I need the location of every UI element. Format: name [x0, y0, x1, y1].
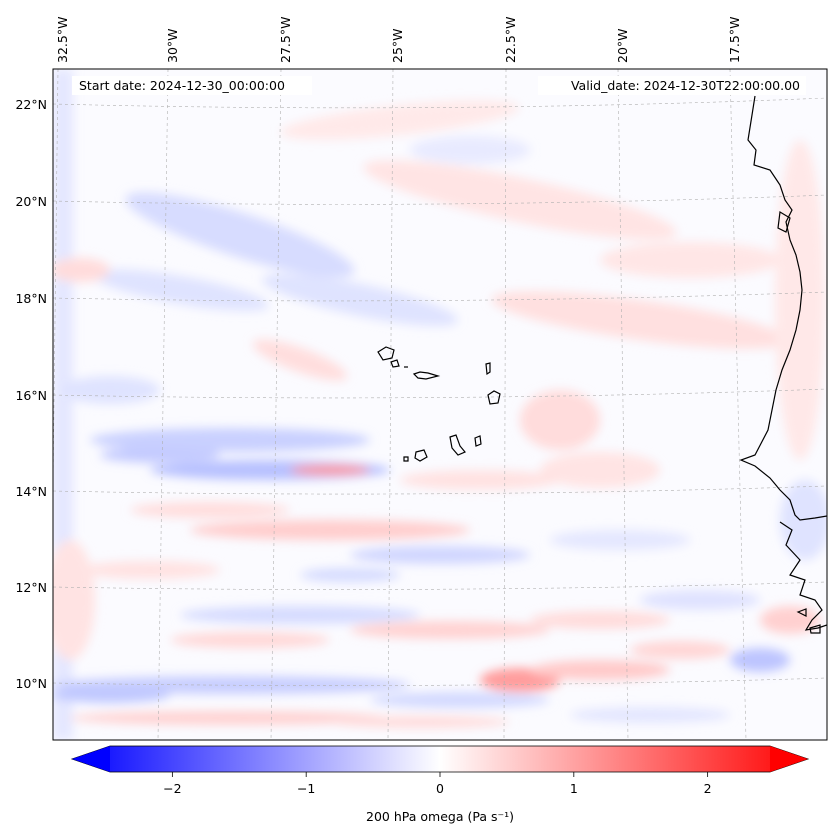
lon-label: 22.5°W	[503, 17, 518, 63]
island-maio	[474, 435, 482, 447]
island-fogo	[414, 449, 428, 462]
colorbar-extend-low	[72, 746, 110, 772]
colorbar-tick-label: 1	[570, 781, 578, 796]
africa-coast-south	[779, 521, 827, 631]
colorbar-extend-high	[770, 746, 808, 772]
lat-label: 20°N	[15, 194, 47, 209]
colorbar: −2 −1 0 1 2 200 hPa omega (Pa s⁻¹)	[70, 745, 810, 824]
lat-label: 12°N	[15, 580, 47, 595]
lon-label: 17.5°W	[727, 17, 742, 63]
valid-date-box	[538, 76, 806, 95]
island-brava	[403, 456, 409, 462]
map-panel: Start date: 2024-12-30_00:00:00 Valid_da…	[52, 68, 828, 741]
start-date-label: Start date: 2024-12-30_00:00:00	[79, 78, 285, 93]
lon-label: 25°W	[390, 28, 405, 63]
longitude-labels: 32.5°W 30°W 27.5°W 25°W 22.5°W 20°W 17.5…	[55, 17, 742, 63]
africa-coast	[739, 95, 827, 521]
map-frame	[52, 68, 828, 741]
bay-inlet	[777, 211, 791, 233]
island-santiago	[449, 434, 466, 456]
lat-label: 22°N	[15, 97, 47, 112]
lat-label: 16°N	[15, 388, 47, 403]
lon-label: 30°W	[165, 28, 180, 63]
latitude-labels: 22°N 20°N 18°N 16°N 14°N 12°N 10°N	[15, 97, 47, 691]
lon-label: 20°W	[615, 28, 630, 63]
colorbar-tick-label: 0	[436, 781, 444, 796]
bissagos-islands	[796, 608, 821, 634]
omega-field	[53, 69, 827, 740]
colorbar-tick-label: 2	[704, 781, 712, 796]
island-sal	[485, 362, 491, 376]
island-sao-nicolau	[412, 371, 441, 380]
island-santo-antao	[377, 346, 395, 361]
colorbar-label: 200 hPa omega (Pa s⁻¹)	[366, 809, 514, 824]
colorbar-body	[70, 745, 810, 773]
lon-label: 32.5°W	[55, 17, 70, 63]
island-sao-vicente	[390, 359, 400, 368]
island-boa-vista	[487, 390, 501, 405]
lat-label: 18°N	[15, 291, 47, 306]
lon-label: 27.5°W	[278, 17, 293, 63]
valid-date-label: Valid_date: 2024-12-30T22:00:00.00	[571, 78, 800, 93]
lat-label: 14°N	[15, 484, 47, 499]
lat-label: 10°N	[15, 676, 47, 691]
colorbar-tick-label: −1	[297, 781, 315, 796]
colorbar-tick-label: −2	[163, 781, 181, 796]
colorbar-ticks: −2 −1 0 1 2	[163, 772, 712, 796]
coastline	[377, 95, 827, 634]
start-date-box	[72, 76, 312, 95]
gridlines	[53, 69, 827, 740]
